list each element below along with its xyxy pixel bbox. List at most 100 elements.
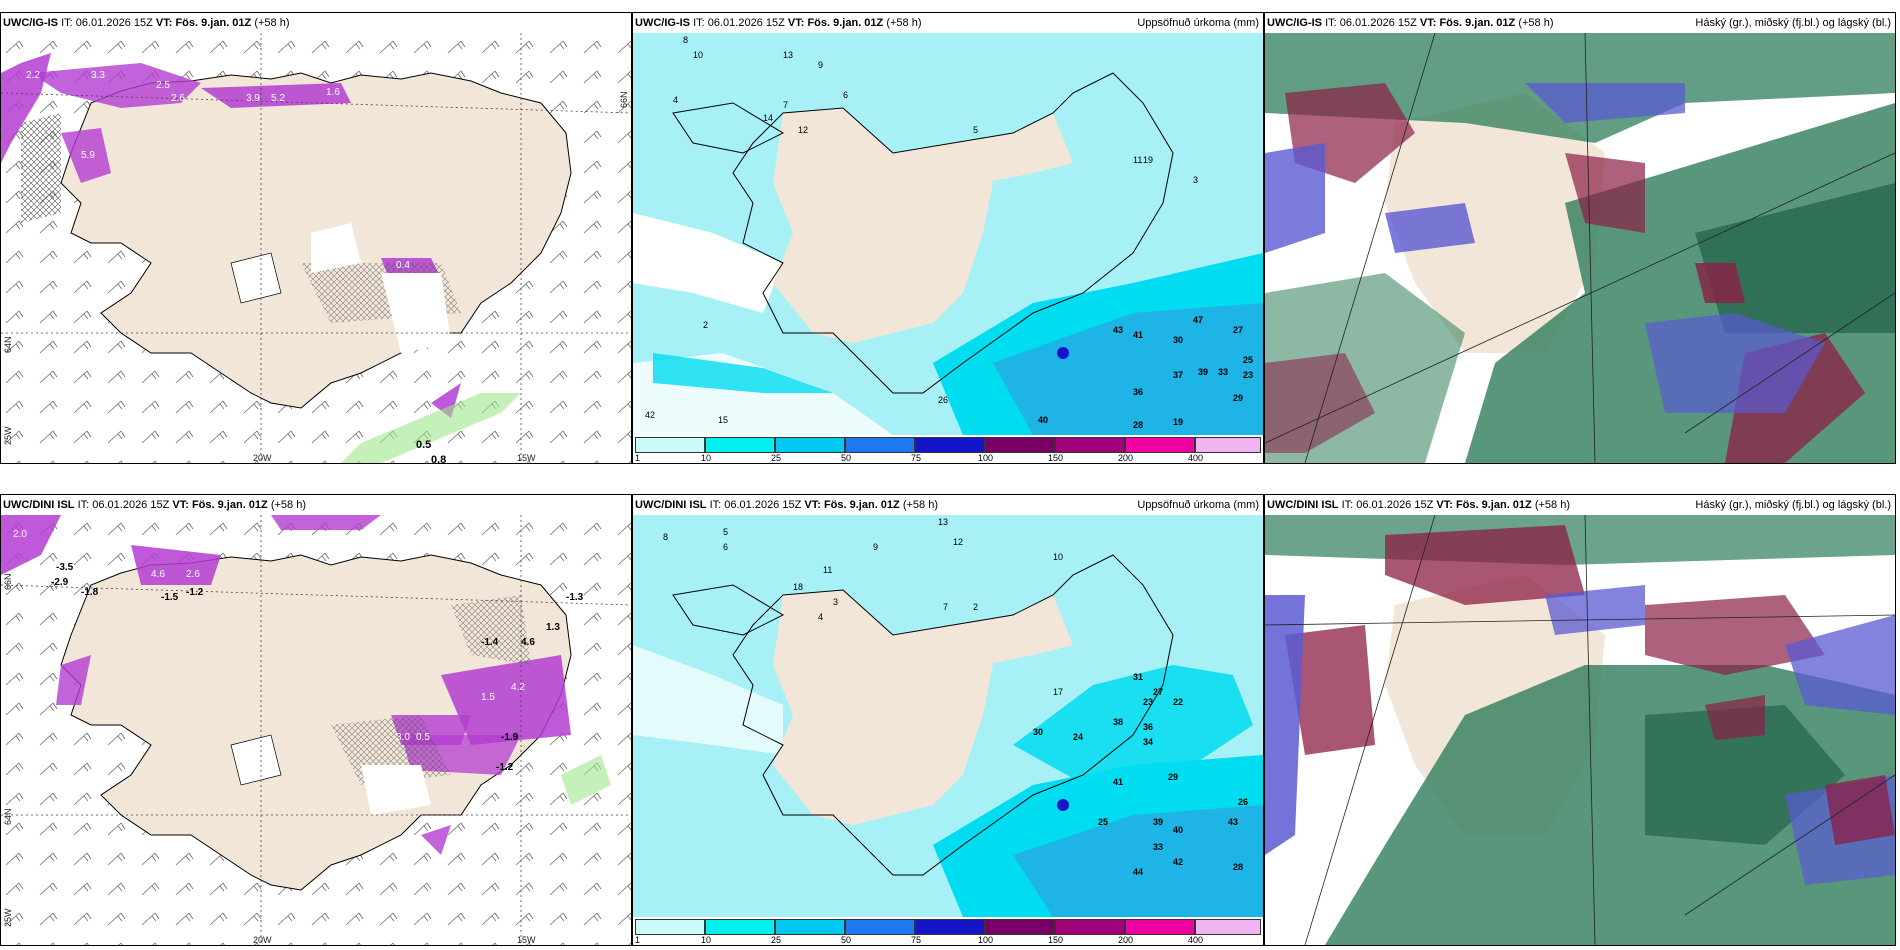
lat-label: 25W	[3, 426, 13, 445]
svg-text:33: 33	[1153, 842, 1163, 852]
svg-text:13: 13	[783, 50, 793, 60]
svg-text:-1.9: -1.9	[501, 732, 519, 743]
svg-text:18: 18	[793, 582, 803, 592]
svg-text:5: 5	[973, 125, 978, 135]
cb-box	[845, 919, 915, 935]
cb-label: 50	[841, 453, 852, 463]
svg-text:19: 19	[1173, 417, 1183, 427]
cb-label: 50	[841, 935, 852, 945]
svg-text:0.5: 0.5	[416, 439, 431, 451]
svg-text:4: 4	[673, 95, 678, 105]
lon-label: 20W	[253, 935, 272, 945]
svg-text:4.6: 4.6	[151, 569, 165, 580]
panel-wind-igis: UWC/IG-IS IT: 06.01.2026 15Z VT: Fös. 9.…	[0, 12, 632, 464]
svg-text:37: 37	[1173, 370, 1183, 380]
svg-text:5: 5	[723, 527, 728, 537]
svg-text:3.0: 3.0	[396, 272, 410, 283]
svg-text:28: 28	[1233, 862, 1243, 872]
cloud-map	[1265, 33, 1895, 463]
lon-label: 15W	[517, 453, 536, 463]
svg-text:12: 12	[953, 537, 963, 547]
svg-text:7: 7	[783, 100, 788, 110]
svg-text:2.6: 2.6	[171, 93, 185, 104]
lon-label: 15W	[517, 935, 536, 945]
svg-text:47: 47	[1193, 315, 1203, 325]
svg-text:11: 11	[823, 565, 832, 575]
svg-text:2.2: 2.2	[26, 70, 40, 81]
cloud-map	[1265, 515, 1895, 945]
svg-text:30: 30	[1033, 727, 1043, 737]
svg-text:-1.4: -1.4	[481, 637, 499, 648]
wind-map: 2.0 -3.5 -2.9 -1.8 4.6 2.6 -1.5 -1.2 -1.…	[1, 515, 631, 945]
svg-text:3.3: 3.3	[91, 70, 105, 81]
svg-text:23: 23	[1143, 697, 1153, 707]
svg-text:4.6: 4.6	[521, 637, 535, 648]
svg-text:1.5: 1.5	[481, 692, 495, 703]
svg-text:8: 8	[663, 532, 668, 542]
svg-text:9: 9	[818, 60, 823, 70]
svg-text:29: 29	[1233, 393, 1243, 403]
svg-text:43: 43	[1228, 817, 1238, 827]
cb-label: 200	[1118, 935, 1134, 945]
lon-label: 20W	[253, 453, 272, 463]
svg-text:43: 43	[1113, 325, 1123, 335]
svg-text:2: 2	[703, 320, 708, 330]
svg-text:2.5: 2.5	[156, 80, 170, 91]
svg-text:-1.8: -1.8	[81, 587, 99, 598]
svg-text:2.6: 2.6	[186, 569, 200, 580]
cb-box	[1195, 919, 1261, 935]
cb-box	[915, 919, 985, 935]
cb-label: 200	[1118, 453, 1134, 463]
svg-text:25: 25	[1098, 817, 1108, 827]
svg-text:4: 4	[818, 612, 823, 622]
wind-map: 2.2 3.3 2.5 2.6 3.9 5.2 1.6 5.9 0.4 3.0 …	[1, 33, 631, 463]
svg-text:40: 40	[1038, 415, 1048, 425]
svg-text:9: 9	[873, 542, 878, 552]
cb-label: 25	[771, 935, 782, 945]
svg-text:0.8: 0.8	[431, 454, 446, 463]
cb-label: 10	[701, 453, 712, 463]
panel-wind-dini: UWC/DINI ISL IT: 06.01.2026 15Z VT: Fös.…	[0, 494, 632, 946]
svg-text:40: 40	[1173, 825, 1183, 835]
cb-box	[1125, 919, 1195, 935]
svg-text:1.3: 1.3	[546, 622, 560, 633]
cb-box	[635, 437, 705, 453]
svg-text:10: 10	[1053, 552, 1063, 562]
svg-text:-1.2: -1.2	[496, 762, 514, 773]
cb-label: 100	[978, 935, 994, 945]
svg-text:14: 14	[763, 113, 773, 123]
panel-title: UWC/IG-IS IT: 06.01.2026 15Z VT: Fös. 9.…	[1265, 13, 1895, 33]
svg-text:6: 6	[723, 542, 728, 552]
cb-box	[915, 437, 985, 453]
svg-text:36: 36	[1143, 722, 1153, 732]
svg-text:7: 7	[943, 602, 948, 612]
panel-title: UWC/DINI ISL IT: 06.01.2026 15Z VT: Fös.…	[633, 495, 1263, 515]
panel-title: UWC/IG-IS IT: 06.01.2026 15Z VT: Fös. 9.…	[1, 13, 631, 33]
cb-box	[1125, 437, 1195, 453]
svg-text:34: 34	[1143, 737, 1153, 747]
cb-label: 400	[1188, 453, 1204, 463]
svg-text:-3.5: -3.5	[56, 562, 74, 573]
panel-clouds-igis: UWC/IG-IS IT: 06.01.2026 15Z VT: Fös. 9.…	[1264, 12, 1896, 464]
svg-text:-1.3: -1.3	[566, 592, 584, 603]
lat-label: 66N	[619, 91, 629, 108]
cb-box	[705, 919, 775, 935]
svg-text:2: 2	[973, 602, 978, 612]
svg-text:38: 38	[1113, 717, 1123, 727]
svg-text:29: 29	[1168, 772, 1178, 782]
svg-text:44: 44	[1133, 867, 1143, 877]
svg-text:42: 42	[1173, 857, 1183, 867]
svg-text:23: 23	[1243, 370, 1253, 380]
svg-text:30: 30	[1173, 335, 1183, 345]
precip-colorbar: 1 10 25 50 75 100 150 200 400	[633, 435, 1263, 463]
cb-box	[775, 919, 845, 935]
precip-colorbar: 1 10 25 50 75 100 150 200 400	[633, 917, 1263, 945]
panel-precip-igis: UWC/IG-IS IT: 06.01.2026 15Z VT: Fös. 9.…	[632, 12, 1264, 464]
svg-text:15: 15	[718, 415, 728, 425]
cb-box	[635, 919, 705, 935]
panel-title: UWC/IG-IS IT: 06.01.2026 15Z VT: Fös. 9.…	[633, 13, 1263, 33]
svg-text:26: 26	[1238, 797, 1248, 807]
svg-text:8: 8	[683, 35, 688, 45]
svg-text:3: 3	[833, 597, 838, 607]
cb-label: 1	[635, 935, 641, 945]
